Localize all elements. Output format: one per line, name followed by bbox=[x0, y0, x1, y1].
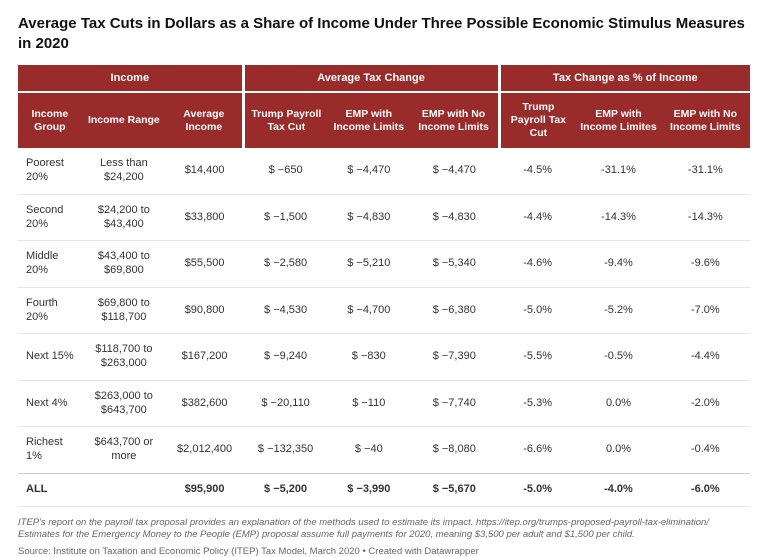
col-header: Trump Payroll Tax Cut bbox=[499, 92, 576, 148]
cell: $ −8,080 bbox=[409, 427, 499, 474]
cell: -4.4% bbox=[499, 194, 576, 241]
cell: $55,500 bbox=[166, 241, 243, 288]
cell: $ −9,240 bbox=[243, 334, 328, 381]
cell: -14.3% bbox=[661, 194, 750, 241]
cell: $ −20,110 bbox=[243, 380, 328, 427]
cell: $2,012,400 bbox=[166, 427, 243, 474]
cell: 0.0% bbox=[576, 427, 660, 474]
table-row: Next 4%$263,000 to $643,700$382,600$ −20… bbox=[18, 380, 750, 427]
cell: -7.0% bbox=[661, 287, 750, 334]
cell: $ −4,830 bbox=[328, 194, 409, 241]
group-header-avg-change: Average Tax Change bbox=[243, 65, 499, 92]
cell: $382,600 bbox=[166, 380, 243, 427]
cell: Second 20% bbox=[18, 194, 82, 241]
group-header-income: Income bbox=[18, 65, 243, 92]
cell: $ −1,500 bbox=[243, 194, 328, 241]
cell: $ −40 bbox=[328, 427, 409, 474]
cell: -6.6% bbox=[499, 427, 576, 474]
cell: $ −6,380 bbox=[409, 287, 499, 334]
tax-table: Income Average Tax Change Tax Change as … bbox=[18, 65, 750, 507]
cell: $ −650 bbox=[243, 148, 328, 194]
cell: -0.5% bbox=[576, 334, 660, 381]
cell: $ −110 bbox=[328, 380, 409, 427]
cell: $ −4,530 bbox=[243, 287, 328, 334]
cell: $24,200 to $43,400 bbox=[82, 194, 166, 241]
cell: -5.2% bbox=[576, 287, 660, 334]
col-header: Trump Payroll Tax Cut bbox=[243, 92, 328, 148]
table-row: Richest 1%$643,700 or more$2,012,400$ −1… bbox=[18, 427, 750, 474]
table-row: Second 20%$24,200 to $43,400$33,800$ −1,… bbox=[18, 194, 750, 241]
col-header: Average Income bbox=[166, 92, 243, 148]
cell: 0.0% bbox=[576, 380, 660, 427]
cell: Richest 1% bbox=[18, 427, 82, 474]
cell: $ −4,700 bbox=[328, 287, 409, 334]
cell: $ −830 bbox=[328, 334, 409, 381]
table-total-row: ALL$95,900$ −5,200$ −3,990$ −5,670-5.0%-… bbox=[18, 473, 750, 506]
cell: $ −4,470 bbox=[328, 148, 409, 194]
col-header: EMP with Income Limits bbox=[328, 92, 409, 148]
cell: $263,000 to $643,700 bbox=[82, 380, 166, 427]
cell: ALL bbox=[18, 473, 82, 506]
cell: Less than $24,200 bbox=[82, 148, 166, 194]
cell: -9.6% bbox=[661, 241, 750, 288]
cell: $118,700 to $263,000 bbox=[82, 334, 166, 381]
cell: -0.4% bbox=[661, 427, 750, 474]
chart-title: Average Tax Cuts in Dollars as a Share o… bbox=[18, 14, 750, 53]
cell: $95,900 bbox=[166, 473, 243, 506]
cell: -2.0% bbox=[661, 380, 750, 427]
cell: -9.4% bbox=[576, 241, 660, 288]
footnote: ITEP's report on the payroll tax proposa… bbox=[18, 517, 750, 543]
col-header: EMP with Income Limites bbox=[576, 92, 660, 148]
cell: $ −2,580 bbox=[243, 241, 328, 288]
cell: -4.6% bbox=[499, 241, 576, 288]
cell: Next 15% bbox=[18, 334, 82, 381]
cell: $ −5,200 bbox=[243, 473, 328, 506]
col-header: EMP with No Income Limits bbox=[409, 92, 499, 148]
cell: $ −4,470 bbox=[409, 148, 499, 194]
cell: $69,800 to $118,700 bbox=[82, 287, 166, 334]
cell: $ −5,340 bbox=[409, 241, 499, 288]
cell: Next 4% bbox=[18, 380, 82, 427]
cell bbox=[82, 473, 166, 506]
cell: $ −132,350 bbox=[243, 427, 328, 474]
cell: -5.0% bbox=[499, 287, 576, 334]
cell: $33,800 bbox=[166, 194, 243, 241]
cell: -31.1% bbox=[576, 148, 660, 194]
cell: $ −4,830 bbox=[409, 194, 499, 241]
cell: Middle 20% bbox=[18, 241, 82, 288]
cell: Poorest 20% bbox=[18, 148, 82, 194]
table-row: Fourth 20%$69,800 to $118,700$90,800$ −4… bbox=[18, 287, 750, 334]
cell: $ −5,210 bbox=[328, 241, 409, 288]
cell: $ −3,990 bbox=[328, 473, 409, 506]
col-header: Income Group bbox=[18, 92, 82, 148]
cell: -4.5% bbox=[499, 148, 576, 194]
cell: -4.0% bbox=[576, 473, 660, 506]
cell: $ −7,740 bbox=[409, 380, 499, 427]
cell: -6.0% bbox=[661, 473, 750, 506]
group-header-pct: Tax Change as % of Income bbox=[499, 65, 750, 92]
cell: -5.5% bbox=[499, 334, 576, 381]
cell: -14.3% bbox=[576, 194, 660, 241]
cell: $643,700 or more bbox=[82, 427, 166, 474]
cell: $167,200 bbox=[166, 334, 243, 381]
source-line: Source: Institute on Taxation and Econom… bbox=[18, 546, 750, 557]
cell: $14,400 bbox=[166, 148, 243, 194]
cell: -5.0% bbox=[499, 473, 576, 506]
cell: -5.3% bbox=[499, 380, 576, 427]
table-row: Next 15%$118,700 to $263,000$167,200$ −9… bbox=[18, 334, 750, 381]
cell: $43,400 to $69,800 bbox=[82, 241, 166, 288]
cell: -31.1% bbox=[661, 148, 750, 194]
cell: $90,800 bbox=[166, 287, 243, 334]
table-row: Middle 20%$43,400 to $69,800$55,500$ −2,… bbox=[18, 241, 750, 288]
cell: $ −7,390 bbox=[409, 334, 499, 381]
cell: $ −5,670 bbox=[409, 473, 499, 506]
cell: Fourth 20% bbox=[18, 287, 82, 334]
col-header: Income Range bbox=[82, 92, 166, 148]
col-header: EMP with No Income Limits bbox=[661, 92, 750, 148]
table-row: Poorest 20%Less than $24,200$14,400$ −65… bbox=[18, 148, 750, 194]
cell: -4.4% bbox=[661, 334, 750, 381]
